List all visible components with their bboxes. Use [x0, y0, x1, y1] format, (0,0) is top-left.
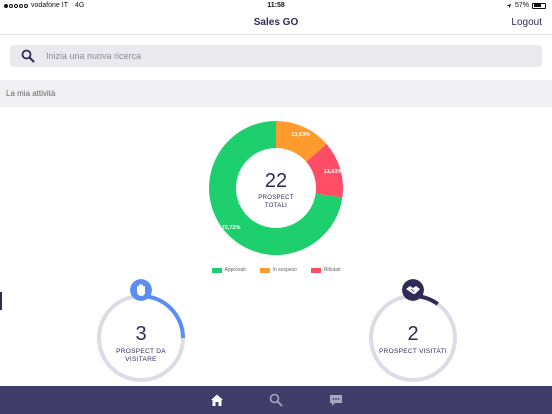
total-label-line2: TOTALI — [264, 203, 288, 209]
battery-icon — [532, 2, 546, 9]
legend-swatch — [211, 267, 222, 273]
donut-slice-rifiutati[interactable] — [306, 144, 343, 198]
location-icon — [506, 3, 512, 8]
status-time: 11:58 — [267, 2, 285, 9]
legend-label: Approvati — [224, 267, 246, 273]
legend-swatch — [259, 267, 270, 273]
search-icon — [21, 49, 35, 63]
total-prospects-value: 22 — [264, 170, 288, 192]
chat-icon[interactable] — [328, 392, 344, 408]
stat-label: PROSPECT VISITATI — [379, 348, 447, 355]
side-handle[interactable] — [0, 292, 2, 310]
slice-label: 13,63% — [324, 169, 343, 175]
legend-item: Approvati — [211, 267, 246, 273]
search-section — [0, 36, 552, 76]
battery-percent: 57% — [514, 2, 529, 9]
search-icon[interactable] — [268, 392, 284, 408]
slice-label: 13,63% — [291, 132, 310, 138]
tab-bar — [0, 386, 552, 414]
status-bar: vodafone IT 4G 11:58 57% — [0, 0, 552, 11]
total-prospects-label: PROSPECT TOTALI — [246, 194, 306, 210]
stat-to-visit[interactable]: 3 PROSPECT DA VISITARE — [96, 279, 186, 383]
section-header: La mia attività — [0, 80, 552, 107]
signal-icon — [4, 3, 28, 8]
slice-label: 72,72% — [222, 225, 241, 231]
stat-label: PROSPECT DA VISITARE — [116, 348, 166, 363]
donut-slice-approvati[interactable] — [209, 121, 343, 255]
donut-slice-in-sospeso[interactable] — [276, 121, 327, 162]
legend-item: In sospeso — [259, 267, 297, 273]
legend-swatch — [310, 267, 321, 273]
donut-svg: 13,63% 13,63% 72,72% — [209, 121, 343, 255]
legend-label: Rifiutati — [323, 267, 341, 273]
legend-label: In sospeso — [272, 267, 297, 273]
logout-button[interactable]: Logout — [511, 17, 542, 28]
home-icon[interactable] — [209, 392, 225, 408]
stat-value: 2 — [407, 323, 419, 345]
total-label-line1: PROSPECT — [258, 195, 294, 201]
nav-bar: Sales GO Logout — [0, 11, 552, 35]
legend-item: Rifiutati — [310, 267, 341, 273]
status-right: 57% — [506, 2, 546, 9]
network-type: 4G — [74, 2, 85, 9]
donut-chart: 13,63% 13,63% 72,72% 22 PROSPECT TOTALI — [206, 118, 346, 258]
status-left: vodafone IT 4G — [4, 2, 84, 9]
handshake-icon — [402, 279, 424, 301]
section-title: La mia attività — [6, 89, 56, 98]
carrier-name: vodafone IT — [31, 2, 68, 9]
search-bar[interactable] — [10, 45, 542, 67]
page-title: Sales GO — [253, 17, 299, 28]
stat-value: 3 — [135, 323, 147, 345]
hand-icon — [130, 279, 152, 301]
chart-legend: Approvati In sospeso Rifiutati — [0, 267, 552, 273]
search-input[interactable] — [46, 48, 526, 64]
stat-visited[interactable]: 2 PROSPECT VISITATI — [368, 279, 458, 383]
